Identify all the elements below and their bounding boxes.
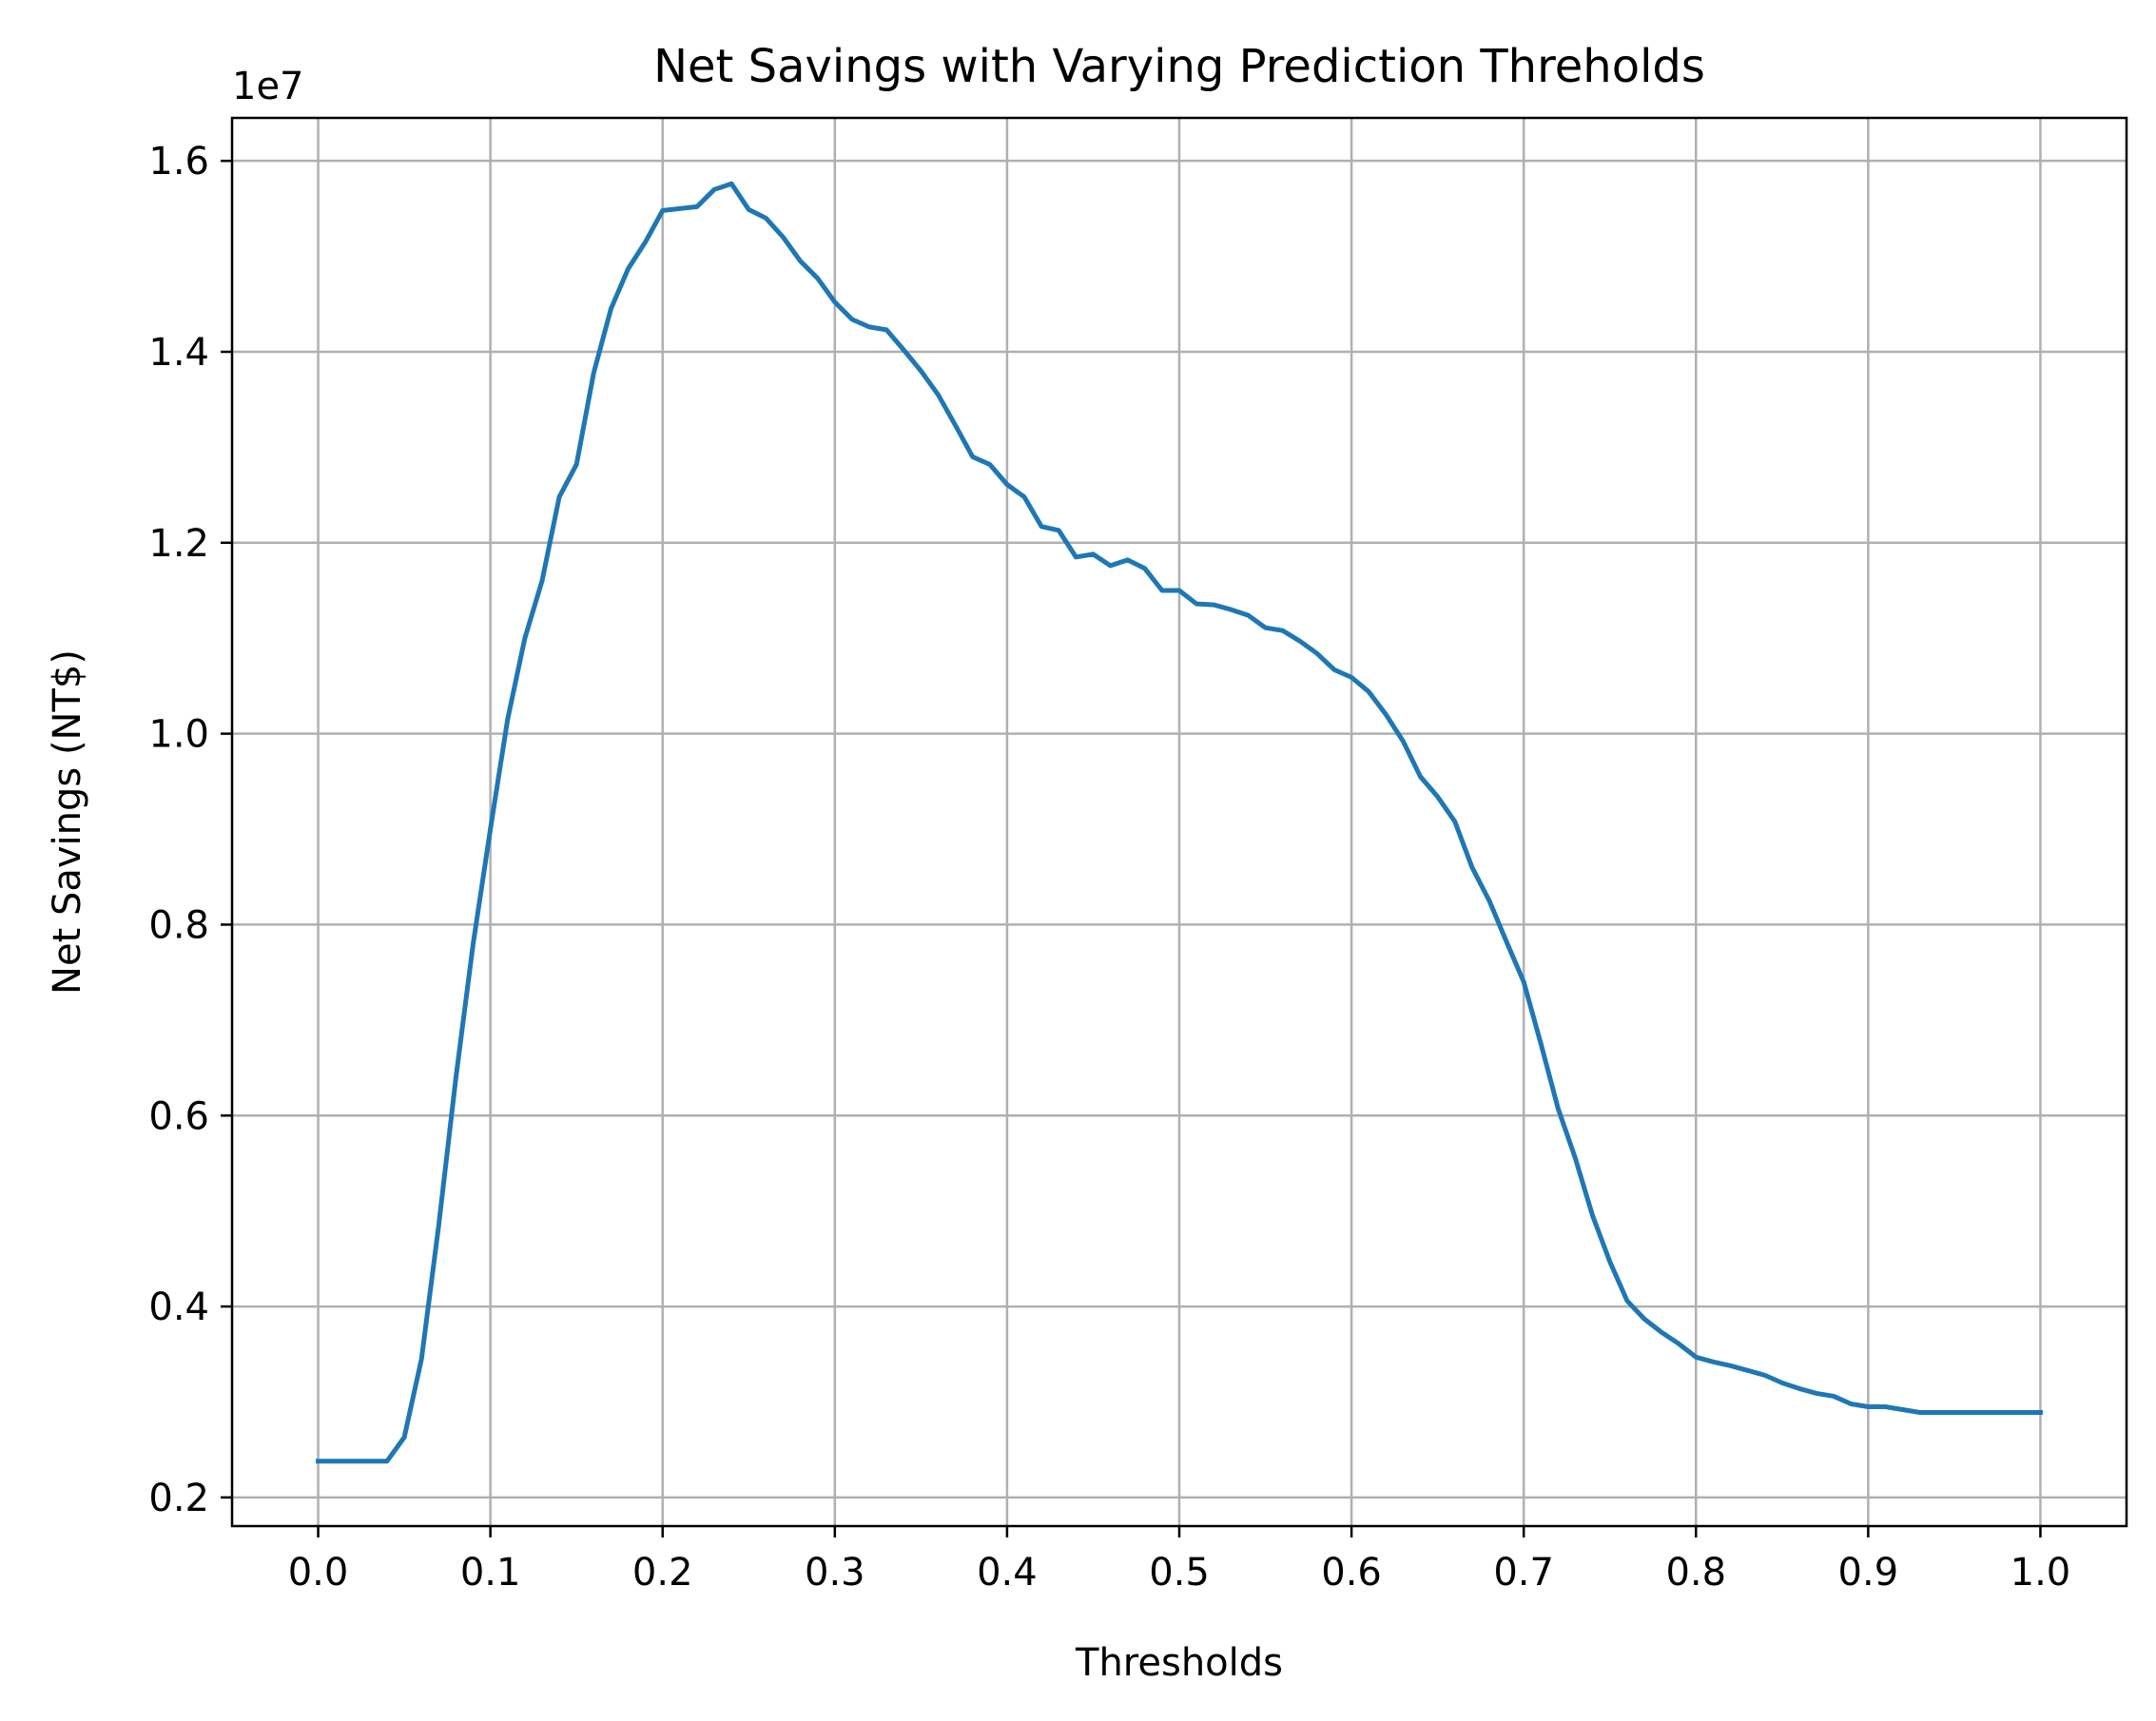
- x-tick-label: 0.9: [1838, 1551, 1899, 1595]
- x-tick-label: 0.7: [1493, 1551, 1554, 1595]
- x-tick-label: 0.1: [460, 1551, 521, 1595]
- x-tick-label: 0.6: [1321, 1551, 1382, 1595]
- x-tick-label: 0.0: [288, 1551, 349, 1595]
- y-tick-label: 1.6: [148, 140, 209, 184]
- y-axis-offset-label: 1e7: [232, 65, 304, 108]
- y-axis-label: Net Savings (NT$): [46, 649, 89, 995]
- grid: [232, 118, 2127, 1526]
- y-tick-label: 0.2: [148, 1477, 209, 1520]
- y-tick-label: 0.8: [148, 903, 209, 947]
- x-tick-label: 0.2: [632, 1551, 693, 1595]
- y-tick-label: 1.0: [148, 713, 209, 757]
- x-tick-label: 0.8: [1665, 1551, 1726, 1595]
- series-layer: [316, 181, 2043, 1464]
- x-tick-label: 0.5: [1149, 1551, 1210, 1595]
- x-tick-label: 0.3: [805, 1551, 865, 1595]
- y-tick-label: 0.6: [148, 1094, 209, 1138]
- y-tick-label: 0.4: [148, 1286, 209, 1329]
- chart-title: Net Savings with Varying Prediction Thre…: [653, 40, 1705, 93]
- x-tick-label: 0.4: [977, 1551, 1038, 1595]
- y-tick-label: 1.2: [148, 522, 209, 566]
- series-line: [316, 181, 2043, 1464]
- ticks: 0.0 0.1 0.2 0.3 0.4 0.5 0.6 0.7 0.8 0.9 1.0 0.2 0.4 0…: [148, 140, 2070, 1595]
- x-tick-label: 1.0: [2010, 1551, 2071, 1595]
- y-tick-label: 1.4: [148, 331, 209, 375]
- x-axis-label: Thresholds: [1075, 1641, 1283, 1685]
